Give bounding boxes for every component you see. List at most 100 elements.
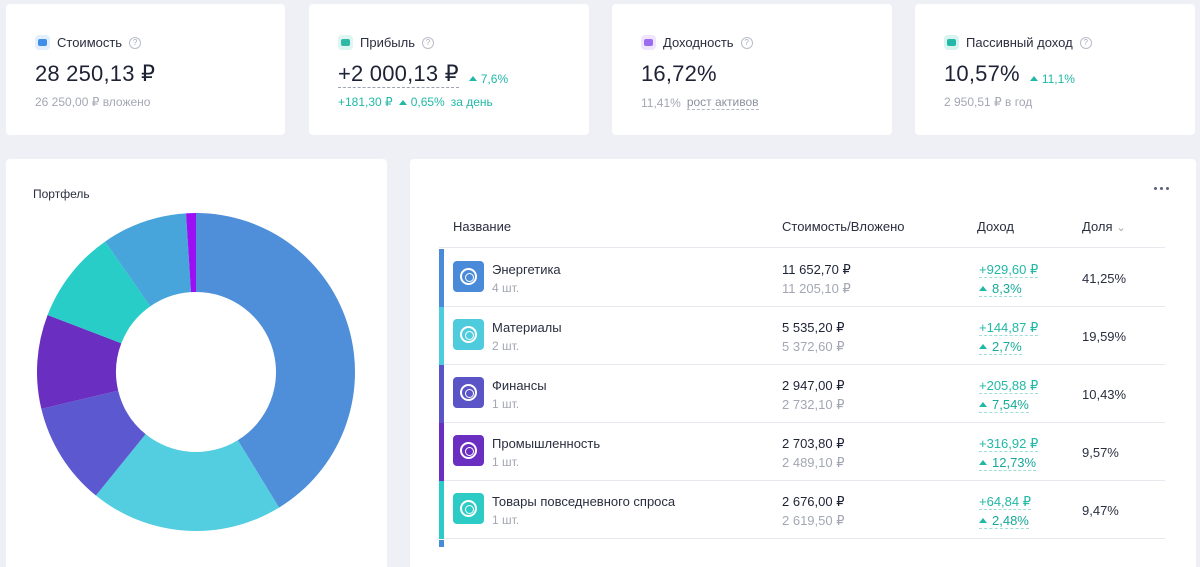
stat-value: 16,72% xyxy=(641,61,717,86)
sector-icon xyxy=(453,319,484,350)
arrow-up-icon xyxy=(468,76,477,81)
piggy-bank-icon xyxy=(944,35,959,50)
column-header-name[interactable]: Название xyxy=(453,219,512,234)
row-color-bar xyxy=(439,481,444,539)
stat-label: Доходность xyxy=(663,35,734,50)
row-share: 41,25% xyxy=(1082,271,1127,286)
help-icon[interactable]: ? xyxy=(1079,36,1092,49)
stat-card-passive-income: Пассивный доход ? 10,57% 11,1% 2 950,51 … xyxy=(915,4,1195,135)
sector-icon xyxy=(453,377,484,408)
asset-growth-link[interactable]: рост активов xyxy=(686,95,759,110)
row-color-bar xyxy=(439,307,444,365)
stat-card-profit: Прибыль ? +2 000,13 ₽ 7,6% +181,30 ₽ 0,6… xyxy=(309,4,589,135)
stat-sub-value: 11,41% xyxy=(641,95,681,110)
row-qty: 1 шт. xyxy=(492,513,520,527)
stat-card-value: Стоимость ? 28 250,13 ₽ 26 250,00 ₽ влож… xyxy=(6,4,285,135)
row-name: Промышленность xyxy=(492,436,601,451)
row-income-abs[interactable]: +144,87 ₽ xyxy=(979,320,1039,336)
row-income-pct[interactable]: 2,7% xyxy=(979,339,1022,355)
row-share: 19,59% xyxy=(1082,329,1127,344)
donut-slice-2[interactable] xyxy=(41,390,146,496)
stat-value: 28 250,13 ₽ xyxy=(35,61,156,86)
donut-slice-4[interactable] xyxy=(47,241,151,344)
stat-label: Пассивный доход xyxy=(966,35,1073,50)
stat-label: Прибыль xyxy=(360,35,415,50)
arrow-up-icon xyxy=(979,344,987,349)
row-income-abs[interactable]: +64,84 ₽ xyxy=(979,494,1032,510)
table-header: Название Стоимость/Вложено Доход Доля ⌄ xyxy=(410,216,1196,248)
stat-sub-abs: +181,30 ₽ xyxy=(338,95,393,109)
row-name: Товары повседневного спроса xyxy=(492,494,676,509)
row-value: 2 947,00 ₽ xyxy=(782,378,845,393)
stat-sub: 2 950,51 ₽ в год xyxy=(944,95,1033,109)
row-income-abs[interactable]: +316,92 ₽ xyxy=(979,436,1039,452)
arrow-up-icon xyxy=(979,402,987,407)
stat-sub-suffix: за день xyxy=(450,95,493,109)
row-value: 5 535,20 ₽ xyxy=(782,320,845,335)
holdings-card: Название Стоимость/Вложено Доход Доля ⌄ Э… xyxy=(410,159,1196,567)
stat-card-yield: Доходность ? 16,72% 11,41% рост активов xyxy=(612,4,892,135)
row-invested: 2 619,50 ₽ xyxy=(782,513,845,528)
arrow-up-icon xyxy=(979,460,987,465)
help-icon[interactable]: ? xyxy=(421,36,434,49)
row-income-abs[interactable]: +205,88 ₽ xyxy=(979,378,1039,394)
row-qty: 1 шт. xyxy=(492,455,520,469)
row-income-pct[interactable]: 8,3% xyxy=(979,281,1022,297)
row-invested: 2 732,10 ₽ xyxy=(782,397,845,412)
stat-value[interactable]: +2 000,13 ₽ xyxy=(338,61,459,88)
row-name: Финансы xyxy=(492,378,547,393)
column-header-share[interactable]: Доля ⌄ xyxy=(1082,219,1126,234)
portfolio-title: Портфель xyxy=(33,187,90,201)
row-value: 2 676,00 ₽ xyxy=(782,494,845,509)
stat-sub: 26 250,00 ₽ вложено xyxy=(35,95,151,109)
portfolio-card: Портфель xyxy=(6,159,387,567)
table-row[interactable]: Энергетика 4 шт. 11 652,70 ₽ 11 205,10 ₽… xyxy=(439,249,1165,307)
donut-slice-0[interactable] xyxy=(196,213,355,508)
row-income-pct[interactable]: 2,48% xyxy=(979,513,1029,529)
row-share: 10,43% xyxy=(1082,387,1127,402)
arrow-up-icon xyxy=(1029,76,1038,81)
row-color-bar xyxy=(439,249,444,307)
row-qty: 2 шт. xyxy=(492,339,520,353)
row-qty: 1 шт. xyxy=(492,397,520,411)
column-header-income[interactable]: Доход xyxy=(977,219,1014,234)
row-qty: 4 шт. xyxy=(492,281,520,295)
stat-sub-change: 0,65% xyxy=(398,95,445,109)
row-income-pct[interactable]: 7,54% xyxy=(979,397,1029,413)
donut-slice-1[interactable] xyxy=(95,434,280,531)
sort-desc-icon: ⌄ xyxy=(1116,222,1126,234)
table-row[interactable]: Товары повседневного спроса 1 шт. 2 676,… xyxy=(439,481,1165,539)
donut-slice-5[interactable] xyxy=(105,213,191,307)
donut-slice-6[interactable] xyxy=(186,213,196,293)
arrow-up-icon xyxy=(398,99,407,105)
row-income-abs[interactable]: +929,60 ₽ xyxy=(979,262,1039,278)
sector-icon xyxy=(453,435,484,466)
table-row[interactable]: Финансы 1 шт. 2 947,00 ₽ 2 732,10 ₽ +205… xyxy=(439,365,1165,423)
donut-slice-3[interactable] xyxy=(37,314,122,409)
row-value: 11 652,70 ₽ xyxy=(782,262,851,277)
row-color-bar xyxy=(439,365,444,423)
row-share: 9,47% xyxy=(1082,503,1119,518)
more-options-icon[interactable] xyxy=(1150,183,1172,193)
row-income-pct[interactable]: 12,73% xyxy=(979,455,1037,471)
row-invested: 11 205,10 ₽ xyxy=(782,281,851,296)
column-header-value[interactable]: Стоимость/Вложено xyxy=(782,219,905,234)
sector-icon xyxy=(453,493,484,524)
table-row[interactable]: Материалы 2 шт. 5 535,20 ₽ 5 372,60 ₽ +1… xyxy=(439,307,1165,365)
help-icon[interactable]: ? xyxy=(129,36,142,49)
row-color-bar xyxy=(439,423,444,481)
table-row[interactable]: Промышленность 1 шт. 2 703,80 ₽ 2 489,10… xyxy=(439,423,1165,481)
row-name: Энергетика xyxy=(492,262,561,277)
wallet-icon xyxy=(35,35,50,50)
help-icon[interactable]: ? xyxy=(740,36,753,49)
table-bar-tail xyxy=(439,540,444,547)
stat-label: Стоимость xyxy=(57,35,123,50)
row-name: Материалы xyxy=(492,320,562,335)
arrow-up-icon xyxy=(979,286,987,291)
row-invested: 2 489,10 ₽ xyxy=(782,455,845,470)
row-share: 9,57% xyxy=(1082,445,1119,460)
portfolio-donut-chart xyxy=(37,213,355,531)
stat-change: 7,6% xyxy=(468,72,508,86)
arrow-up-icon xyxy=(979,518,987,523)
stat-value: 10,57% xyxy=(944,61,1020,86)
